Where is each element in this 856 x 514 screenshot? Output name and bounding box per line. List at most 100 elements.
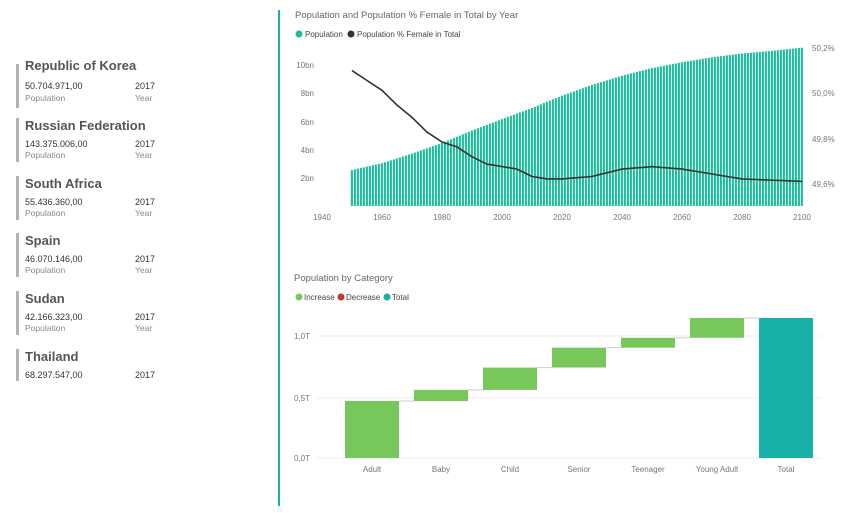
population-bar[interactable] [524, 110, 527, 206]
population-bar[interactable] [608, 79, 611, 206]
population-bar[interactable] [710, 57, 713, 206]
population-bar[interactable] [404, 155, 407, 206]
population-bar[interactable] [662, 65, 665, 207]
population-bar[interactable] [578, 89, 581, 206]
population-bar[interactable] [785, 49, 788, 207]
population-bar[interactable] [359, 168, 362, 206]
population-bar[interactable] [431, 146, 434, 206]
legend-label-female[interactable]: Population % Female in Total [357, 30, 461, 39]
waterfall-total-bar[interactable] [759, 318, 813, 458]
population-bar[interactable] [503, 118, 506, 206]
card-south-africa[interactable]: South Africa 55.436.360,00 Population 20… [16, 176, 256, 220]
population-bar[interactable] [365, 166, 368, 206]
population-bar[interactable] [653, 67, 656, 206]
population-bar[interactable] [800, 47, 803, 207]
population-bar[interactable] [764, 51, 767, 206]
population-bar[interactable] [599, 82, 602, 206]
population-bar[interactable] [470, 130, 473, 206]
population-bar[interactable] [392, 159, 395, 206]
population-bar[interactable] [416, 151, 419, 206]
waterfall-increase-bar[interactable] [690, 318, 744, 338]
population-bar[interactable] [425, 148, 428, 206]
population-bar[interactable] [659, 66, 662, 206]
population-bar[interactable] [788, 48, 791, 207]
population-bar[interactable] [353, 169, 356, 206]
population-bar[interactable] [674, 63, 677, 206]
population-bar[interactable] [371, 165, 374, 206]
population-bar[interactable] [473, 129, 476, 206]
population-bar[interactable] [632, 72, 635, 207]
population-bar[interactable] [758, 51, 761, 206]
population-bar[interactable] [740, 53, 743, 207]
waterfall-increase-bar[interactable] [345, 401, 399, 458]
population-bar[interactable] [668, 64, 671, 206]
population-bar[interactable] [413, 152, 416, 206]
population-bar[interactable] [518, 112, 521, 206]
population-bar[interactable] [722, 55, 725, 206]
population-bar[interactable] [695, 59, 698, 207]
waterfall-increase-bar[interactable] [552, 347, 606, 368]
population-bar[interactable] [593, 84, 596, 206]
population-bar[interactable] [380, 163, 383, 206]
population-bar[interactable] [350, 170, 353, 206]
population-bar[interactable] [671, 64, 674, 207]
waterfall-increase-bar[interactable] [414, 389, 468, 402]
population-bar[interactable] [647, 68, 650, 206]
population-bar[interactable] [548, 100, 551, 206]
population-bar[interactable] [446, 140, 449, 207]
population-bar[interactable] [692, 60, 695, 206]
population-bar[interactable] [581, 88, 584, 206]
population-bar[interactable] [569, 92, 572, 206]
card-republic-of-korea[interactable]: Republic of Korea 50.704.971,00 Populati… [16, 58, 256, 108]
population-bar[interactable] [620, 75, 623, 206]
population-bar[interactable] [614, 77, 617, 206]
population-bar[interactable] [698, 59, 701, 207]
population-bar[interactable] [443, 141, 446, 206]
population-bar[interactable] [641, 70, 644, 206]
card-sudan[interactable]: Sudan 42.166.323,00 Population 2017 Year [16, 291, 256, 335]
population-bar[interactable] [743, 53, 746, 206]
population-bar[interactable] [656, 66, 659, 207]
population-bar[interactable] [635, 71, 638, 206]
card-spain[interactable]: Spain 46.070.146,00 Population 2017 Year [16, 233, 256, 277]
population-bar[interactable] [530, 108, 533, 206]
population-bar[interactable] [791, 48, 794, 206]
population-bar[interactable] [539, 104, 542, 206]
population-bar[interactable] [458, 135, 461, 206]
population-bar[interactable] [545, 101, 548, 206]
population-bar[interactable] [707, 57, 710, 206]
population-bar[interactable] [509, 115, 512, 206]
population-bar[interactable] [362, 167, 365, 206]
population-bar[interactable] [665, 65, 668, 206]
population-bar[interactable] [560, 95, 563, 206]
population-bar[interactable] [512, 114, 515, 206]
population-bar[interactable] [752, 52, 755, 207]
population-bar[interactable] [449, 139, 452, 206]
population-bar[interactable] [464, 133, 467, 206]
population-bar[interactable] [434, 145, 437, 206]
population-bar[interactable] [749, 52, 752, 207]
population-bar[interactable] [590, 84, 593, 206]
population-bar[interactable] [596, 83, 599, 206]
population-bar[interactable] [782, 49, 785, 206]
population-bar[interactable] [494, 121, 497, 206]
population-bar[interactable] [422, 149, 425, 206]
population-bar[interactable] [704, 58, 707, 206]
population-bar[interactable] [689, 60, 692, 206]
population-bar[interactable] [500, 119, 503, 206]
population-bar[interactable] [716, 56, 719, 207]
population-bar[interactable] [377, 163, 380, 206]
population-bar[interactable] [686, 61, 689, 206]
population-bar[interactable] [767, 51, 770, 206]
population-bar[interactable] [773, 50, 776, 207]
population-bar[interactable] [506, 116, 509, 206]
population-bar[interactable] [761, 51, 764, 207]
population-bar[interactable] [368, 165, 371, 206]
population-bar[interactable] [602, 81, 605, 206]
population-bar[interactable] [680, 62, 683, 206]
population-bar[interactable] [557, 96, 560, 206]
female-pct-series-line[interactable] [351, 69, 803, 183]
waterfall-increase-bar[interactable] [483, 367, 537, 390]
population-bar[interactable] [374, 164, 377, 206]
population-bar[interactable] [497, 120, 500, 206]
